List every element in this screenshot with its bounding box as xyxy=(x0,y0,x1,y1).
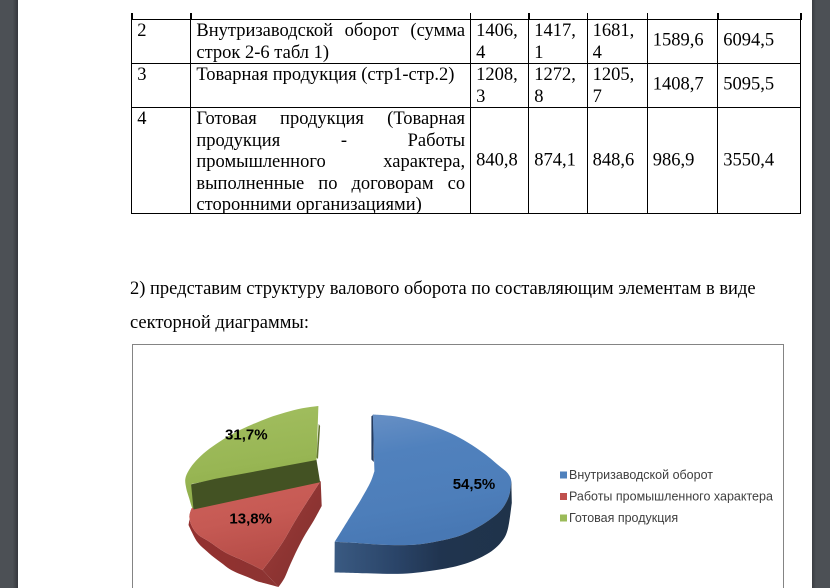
svg-text:Готовая продукция: Готовая продукция xyxy=(569,511,678,525)
svg-text:Работы промышленного характера: Работы промышленного характера xyxy=(569,490,773,504)
svg-text:31,7%: 31,7% xyxy=(225,427,268,444)
svg-text:54,5%: 54,5% xyxy=(452,476,495,493)
svg-text:Внутризаводской оборот: Внутризаводской оборот xyxy=(569,468,713,482)
svg-text:13,8%: 13,8% xyxy=(229,511,272,528)
